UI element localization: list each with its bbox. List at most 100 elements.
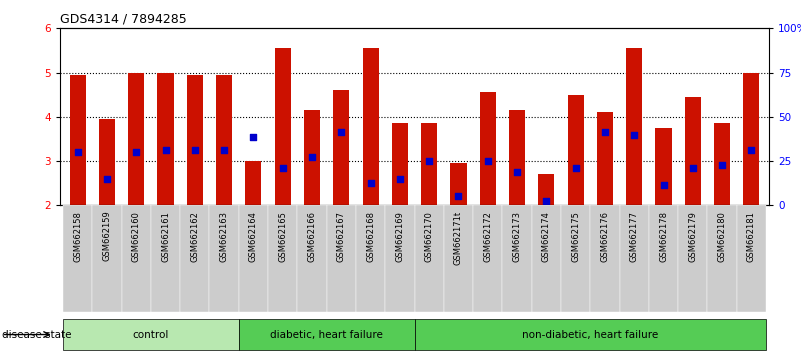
Point [745, 147, 758, 153]
Text: GSM662177: GSM662177 [630, 211, 638, 262]
Point [657, 183, 670, 188]
Bar [444, 205, 473, 312]
Bar [414, 319, 766, 350]
Bar [450, 163, 466, 205]
Text: GSM662173: GSM662173 [513, 211, 521, 262]
Bar [707, 205, 737, 312]
Bar [210, 205, 239, 312]
Point [335, 130, 348, 135]
Bar [619, 205, 649, 312]
Bar [158, 73, 174, 205]
Bar [678, 205, 707, 312]
Bar [122, 205, 151, 312]
Text: GSM662171t: GSM662171t [454, 211, 463, 265]
Point [598, 130, 611, 135]
Text: GSM662175: GSM662175 [571, 211, 580, 262]
Text: GSM662174: GSM662174 [541, 211, 551, 262]
Text: GSM662172: GSM662172 [483, 211, 493, 262]
Point [101, 176, 114, 182]
Bar [275, 48, 291, 205]
Bar [561, 205, 590, 312]
Bar [597, 113, 613, 205]
Text: GSM662167: GSM662167 [336, 211, 346, 262]
Text: GSM662179: GSM662179 [688, 211, 698, 262]
Bar [63, 319, 239, 350]
Point [715, 163, 728, 169]
Bar [385, 205, 414, 312]
Bar [99, 119, 115, 205]
Bar [63, 205, 92, 312]
Text: GSM662170: GSM662170 [425, 211, 433, 262]
Bar [304, 110, 320, 205]
Text: GSM662163: GSM662163 [219, 211, 228, 262]
Point [686, 165, 699, 171]
Bar [268, 205, 297, 312]
Text: GSM662162: GSM662162 [191, 211, 199, 262]
Point [188, 147, 201, 153]
Bar [151, 205, 180, 312]
Bar [239, 205, 268, 312]
Text: GSM662159: GSM662159 [103, 211, 111, 261]
Bar [392, 124, 408, 205]
Bar [568, 95, 584, 205]
Bar [626, 48, 642, 205]
Text: GSM662165: GSM662165 [278, 211, 288, 262]
Bar [297, 205, 327, 312]
Bar [590, 205, 619, 312]
Point [71, 149, 84, 155]
Point [423, 158, 436, 164]
Bar [414, 205, 444, 312]
Bar [333, 90, 349, 205]
Bar [649, 205, 678, 312]
Bar [743, 73, 759, 205]
Point [481, 158, 494, 164]
Bar [538, 175, 554, 205]
Point [628, 132, 641, 137]
Point [159, 147, 172, 153]
Text: GSM662161: GSM662161 [161, 211, 170, 262]
Bar [509, 110, 525, 205]
Text: non-diabetic, heart failure: non-diabetic, heart failure [522, 330, 658, 339]
Bar [421, 124, 437, 205]
Bar [363, 48, 379, 205]
Text: GSM662176: GSM662176 [601, 211, 610, 262]
Bar [216, 75, 232, 205]
Text: GSM662169: GSM662169 [396, 211, 405, 262]
Bar [356, 205, 385, 312]
Text: disease state: disease state [2, 330, 71, 339]
Text: GSM662180: GSM662180 [718, 211, 727, 262]
Point [364, 180, 377, 186]
Bar [92, 205, 122, 312]
Text: GSM662166: GSM662166 [308, 211, 316, 262]
Bar [685, 97, 701, 205]
Point [306, 154, 319, 159]
Point [510, 169, 523, 175]
Bar [245, 161, 261, 205]
Text: control: control [133, 330, 169, 339]
Point [247, 134, 260, 139]
Bar [187, 75, 203, 205]
Bar [239, 319, 415, 350]
Point [540, 198, 553, 204]
Point [393, 176, 406, 182]
Point [130, 149, 143, 155]
Text: GSM662178: GSM662178 [659, 211, 668, 262]
Bar [128, 73, 144, 205]
Text: diabetic, heart failure: diabetic, heart failure [270, 330, 383, 339]
Bar [532, 205, 561, 312]
Bar [655, 128, 671, 205]
Point [570, 165, 582, 171]
Text: GSM662158: GSM662158 [73, 211, 83, 262]
Text: GSM662181: GSM662181 [747, 211, 756, 262]
Text: GSM662164: GSM662164 [249, 211, 258, 262]
Bar [327, 205, 356, 312]
Bar [180, 205, 210, 312]
Bar [714, 124, 731, 205]
Text: GSM662160: GSM662160 [131, 211, 141, 262]
Text: GDS4314 / 7894285: GDS4314 / 7894285 [60, 13, 187, 26]
Point [276, 165, 289, 171]
Text: GSM662168: GSM662168 [366, 211, 375, 262]
Bar [480, 92, 496, 205]
Point [452, 194, 465, 199]
Bar [70, 75, 86, 205]
